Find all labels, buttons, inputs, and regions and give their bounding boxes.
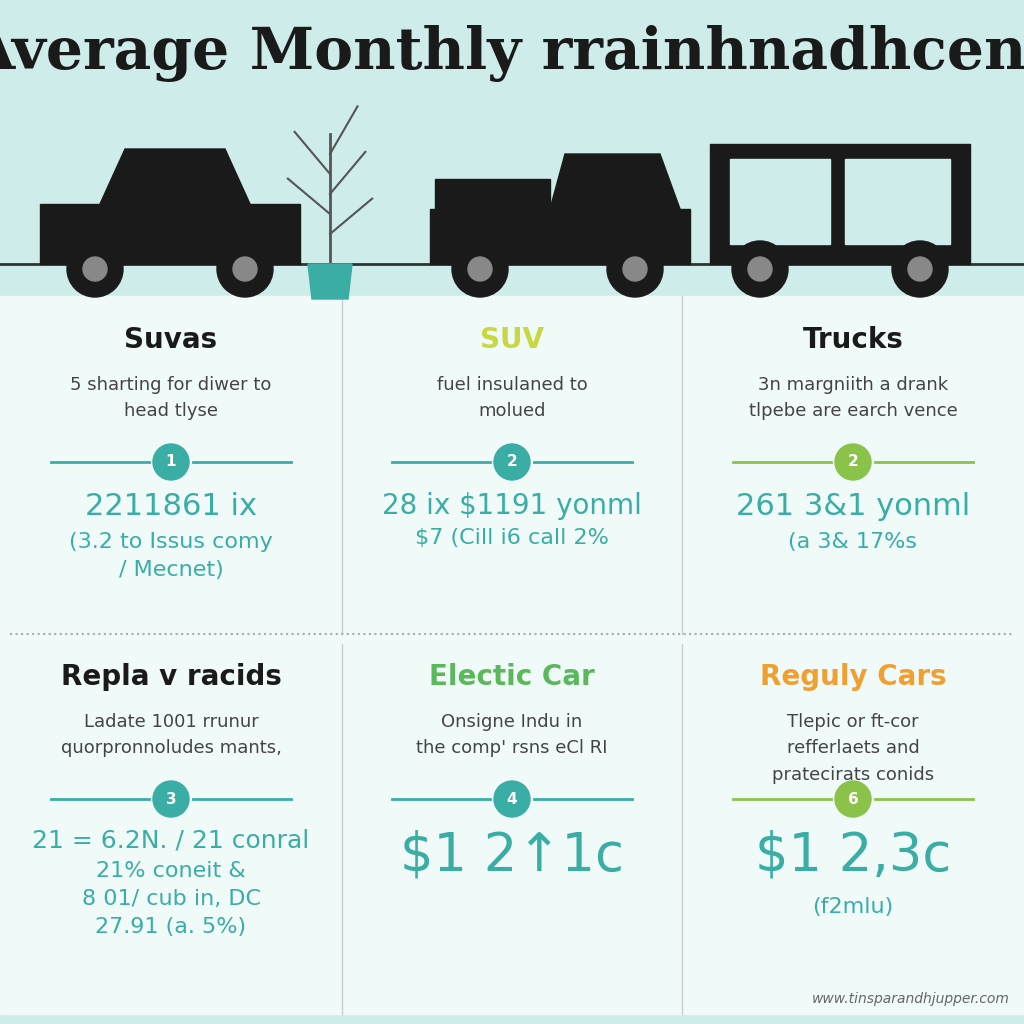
Polygon shape (0, 296, 1024, 1014)
Circle shape (835, 781, 871, 817)
Text: 5 sharting for diwer to
head tlyse: 5 sharting for diwer to head tlyse (71, 376, 271, 421)
Text: $7 (Cill i6 call 2%: $7 (Cill i6 call 2% (415, 528, 609, 548)
Text: Tlepic or ft-cor
refferlaets and
pratecirats conids: Tlepic or ft-cor refferlaets and prateci… (772, 713, 934, 783)
Polygon shape (710, 144, 970, 264)
Text: Onsigne Indu in
the comp' rsns eCl RI: Onsigne Indu in the comp' rsns eCl RI (416, 713, 608, 758)
Text: 2: 2 (848, 455, 858, 469)
Polygon shape (550, 154, 680, 209)
Circle shape (732, 241, 788, 297)
Circle shape (233, 257, 257, 281)
Text: Suvas: Suvas (125, 326, 217, 354)
Circle shape (892, 241, 948, 297)
Polygon shape (308, 264, 352, 299)
Text: Average Monthly rrainhnadhcent: Average Monthly rrainhnadhcent (0, 26, 1024, 83)
Circle shape (748, 257, 772, 281)
Text: Electic Car: Electic Car (429, 663, 595, 691)
Text: (a 3& 17%s: (a 3& 17%s (788, 531, 918, 552)
Circle shape (153, 781, 189, 817)
Text: 4: 4 (507, 792, 517, 807)
Polygon shape (40, 204, 300, 264)
Text: (3.2 to Issus comy
/ Mecnet): (3.2 to Issus comy / Mecnet) (70, 531, 272, 580)
Text: 28 ix $1191 yonml: 28 ix $1191 yonml (382, 492, 642, 520)
Text: 21 = 6.2N. / 21 conral: 21 = 6.2N. / 21 conral (33, 829, 309, 853)
Circle shape (607, 241, 663, 297)
Circle shape (468, 257, 492, 281)
Polygon shape (435, 179, 550, 209)
Polygon shape (430, 209, 690, 264)
Circle shape (494, 781, 530, 817)
Circle shape (67, 241, 123, 297)
Text: Repla v racids: Repla v racids (60, 663, 282, 691)
Circle shape (835, 444, 871, 480)
Text: $1 2,3c: $1 2,3c (755, 829, 951, 881)
Text: 6: 6 (848, 792, 858, 807)
Text: $1 2↑1c: $1 2↑1c (400, 829, 624, 881)
Circle shape (908, 257, 932, 281)
Text: 3: 3 (166, 792, 176, 807)
Circle shape (217, 241, 273, 297)
Text: 3n margniith a drank
tlpebe are earch vence: 3n margniith a drank tlpebe are earch ve… (749, 376, 957, 421)
Text: 1: 1 (166, 455, 176, 469)
Text: fuel insulaned to
molued: fuel insulaned to molued (436, 376, 588, 421)
Polygon shape (845, 159, 950, 244)
Text: 2211861 ix: 2211861 ix (85, 492, 257, 521)
Text: Trucks: Trucks (803, 326, 903, 354)
Circle shape (623, 257, 647, 281)
Polygon shape (100, 150, 250, 204)
Text: (f2mlu): (f2mlu) (812, 897, 894, 918)
Text: 21% coneit &
8 01/ cub in, DC
27.91 (a. 5%): 21% coneit & 8 01/ cub in, DC 27.91 (a. … (82, 861, 260, 937)
Circle shape (494, 444, 530, 480)
Text: 261 3&1 yonml: 261 3&1 yonml (736, 492, 970, 521)
Circle shape (153, 444, 189, 480)
Circle shape (452, 241, 508, 297)
Text: SUV: SUV (480, 326, 544, 354)
Text: 2: 2 (507, 455, 517, 469)
Text: Ladate 1001 rrunur
quorpronnoludes mants,: Ladate 1001 rrunur quorpronnoludes mants… (60, 713, 282, 758)
Text: www.tinsparandhjupper.com: www.tinsparandhjupper.com (812, 992, 1010, 1006)
Polygon shape (730, 159, 830, 244)
Text: Reguly Cars: Reguly Cars (760, 663, 946, 691)
Circle shape (83, 257, 106, 281)
